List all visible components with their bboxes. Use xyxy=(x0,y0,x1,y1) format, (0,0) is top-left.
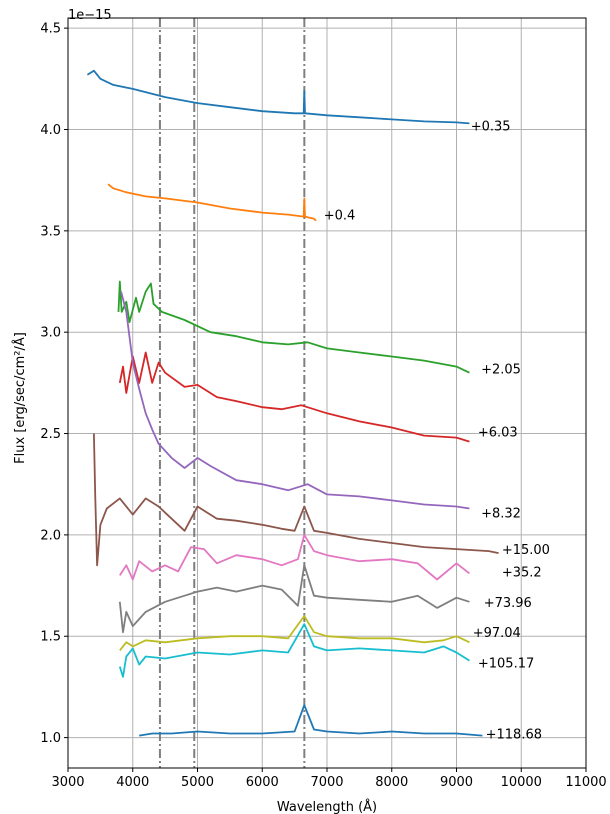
x-tick-label: 8000 xyxy=(375,775,408,790)
y-tick-label: 3.0 xyxy=(40,326,61,341)
reference-lines xyxy=(158,18,306,768)
axis-ticks: 3000 4000 5000 6000 7000 8000 9000 10000 11000 1.… xyxy=(40,22,606,790)
x-axis-label: Wavelength (Å) xyxy=(277,799,377,814)
series-label: +8.32 xyxy=(481,507,521,522)
series-line-9 xyxy=(118,623,470,678)
series-label: +2.05 xyxy=(481,363,521,378)
series-line-0 xyxy=(86,69,470,125)
series-label: +73.96 xyxy=(484,596,532,611)
series-label: +105.17 xyxy=(478,657,534,672)
x-tick-label: 5000 xyxy=(181,775,214,790)
series-label: +6.03 xyxy=(478,426,518,441)
series-line-2 xyxy=(117,280,470,374)
x-tick-label: 11000 xyxy=(565,775,606,790)
series-line-3 xyxy=(118,351,470,443)
y-tick-label: 2.5 xyxy=(40,427,61,442)
x-tick-label: 7000 xyxy=(310,775,343,790)
series-label: +15.00 xyxy=(502,543,550,558)
x-tick-label: 3000 xyxy=(51,775,84,790)
series-line-6 xyxy=(119,534,470,581)
x-tick-label: 10000 xyxy=(501,775,542,790)
y-axis-label: Flux [erg/sec/cm²/Å] xyxy=(12,332,28,464)
series-line-4 xyxy=(120,291,470,510)
grid-layer xyxy=(67,18,587,768)
series-layer xyxy=(86,69,499,737)
series-line-10 xyxy=(139,704,483,737)
y-tick-label: 2.0 xyxy=(40,528,61,543)
series-line-5 xyxy=(93,433,499,567)
x-tick-label: 6000 xyxy=(246,775,279,790)
series-line-7 xyxy=(118,564,470,634)
x-tick-label: 9000 xyxy=(440,775,473,790)
x-tick-label: 4000 xyxy=(116,775,149,790)
series-label: +118.68 xyxy=(486,728,542,743)
y-tick-label: 4.0 xyxy=(40,123,61,138)
y-scale-label: 1e−15 xyxy=(68,8,112,23)
series-label: +0.35 xyxy=(471,119,511,134)
y-tick-label: 1.0 xyxy=(40,731,61,746)
y-tick-label: 1.5 xyxy=(40,630,61,645)
series-labels: +0.35 +0.4 +2.05 +6.03 +8.32 +15.00 +35.2 +73.9… xyxy=(324,119,550,742)
series-label: +0.4 xyxy=(324,209,356,224)
series-label: +97.04 xyxy=(473,626,521,641)
y-tick-label: 4.5 xyxy=(40,22,61,37)
y-tick-label: 3.5 xyxy=(40,224,61,239)
series-line-8 xyxy=(119,615,470,651)
series-label: +35.2 xyxy=(502,565,542,580)
series-line-1 xyxy=(107,183,317,222)
